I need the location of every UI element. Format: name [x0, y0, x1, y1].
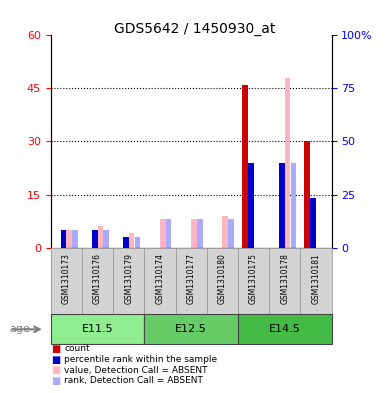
Text: GSM1310176: GSM1310176 — [93, 253, 102, 304]
Text: GSM1310175: GSM1310175 — [249, 253, 258, 304]
Text: ■: ■ — [51, 365, 60, 375]
Text: E11.5: E11.5 — [82, 324, 113, 334]
Bar — [191, 219, 197, 248]
Text: percentile rank within the sample: percentile rank within the sample — [64, 355, 218, 364]
Bar — [144, 314, 238, 344]
Bar — [51, 314, 144, 344]
Text: ■: ■ — [51, 354, 60, 365]
Text: GSM1310178: GSM1310178 — [280, 253, 289, 304]
Text: rank, Detection Call = ABSENT: rank, Detection Call = ABSENT — [64, 376, 203, 385]
Text: ■: ■ — [51, 344, 60, 354]
Text: E12.5: E12.5 — [175, 324, 207, 334]
Bar — [228, 219, 234, 248]
Bar — [242, 85, 248, 248]
Text: GSM1310173: GSM1310173 — [62, 253, 71, 304]
Bar — [248, 163, 254, 248]
Bar — [123, 237, 129, 248]
Bar — [72, 230, 78, 248]
Bar — [135, 237, 140, 248]
Bar — [279, 163, 285, 248]
Text: GSM1310179: GSM1310179 — [124, 253, 133, 304]
Bar — [66, 230, 72, 248]
Bar — [222, 216, 228, 248]
Text: GSM1310177: GSM1310177 — [186, 253, 196, 304]
Text: value, Detection Call = ABSENT: value, Detection Call = ABSENT — [64, 366, 208, 375]
Text: ■: ■ — [51, 376, 60, 386]
Bar — [98, 226, 103, 248]
Text: GSM1310180: GSM1310180 — [218, 253, 227, 304]
Bar — [129, 233, 134, 248]
Text: GSM1310174: GSM1310174 — [155, 253, 165, 304]
Bar — [291, 163, 296, 248]
Text: E14.5: E14.5 — [269, 324, 301, 334]
Bar — [103, 230, 109, 248]
Bar — [197, 219, 203, 248]
Bar — [310, 198, 316, 248]
Bar — [285, 78, 290, 248]
Text: GSM1310181: GSM1310181 — [311, 253, 321, 304]
Bar — [166, 219, 172, 248]
Bar — [61, 230, 66, 248]
Text: GDS5642 / 1450930_at: GDS5642 / 1450930_at — [114, 22, 276, 36]
Bar — [160, 219, 165, 248]
Text: count: count — [64, 345, 90, 353]
Bar — [92, 230, 98, 248]
Bar — [304, 141, 310, 248]
Bar — [238, 314, 332, 344]
Text: age: age — [10, 324, 31, 334]
